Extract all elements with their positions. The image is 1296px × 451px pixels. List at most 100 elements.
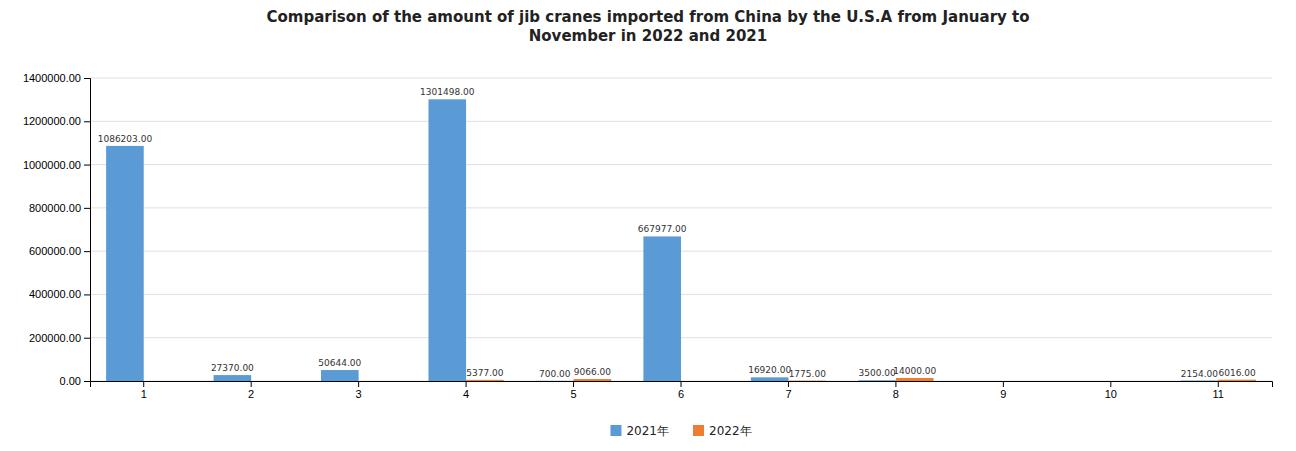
y-tick-label: 1000000.00 <box>23 159 81 171</box>
x-tick-label: 10 <box>1105 388 1117 400</box>
data-label: 1086203.00 <box>98 134 153 144</box>
x-tick-label: 3 <box>356 388 362 400</box>
y-tick: 1000000.00 <box>23 159 90 171</box>
bar <box>359 381 397 382</box>
bar <box>574 379 612 381</box>
legend-swatch <box>693 425 704 436</box>
bar <box>466 380 504 381</box>
legend-item: 2021年 <box>610 424 669 438</box>
bar <box>214 375 252 381</box>
x-tick-mark <box>681 381 682 387</box>
x-tick-mark <box>358 381 359 387</box>
y-tick-mark <box>84 165 90 166</box>
legend-label: 2022年 <box>709 424 752 438</box>
x-tick-label: 1 <box>141 388 147 400</box>
x-tick: 10 <box>1105 381 1117 400</box>
x-tick: 5 <box>570 381 576 400</box>
title-line: Comparison of the amount of jib cranes i… <box>266 8 1029 26</box>
legend-swatch <box>610 425 621 436</box>
y-axis: 0.00 200000.00 400000.00 600000.00 800000.00… <box>23 72 91 387</box>
x-tick: 9 <box>1000 381 1006 400</box>
series <box>466 378 1256 381</box>
y-tick-mark <box>84 294 90 295</box>
x-tick: 11 <box>1213 381 1224 400</box>
bar <box>751 377 789 381</box>
x-tick-label: 8 <box>893 388 899 400</box>
y-tick-label: 0.00 <box>60 375 81 387</box>
x-tick: 1 <box>141 381 147 400</box>
x-tick-mark <box>1218 381 1219 387</box>
legend: 2021年 2022年 <box>610 424 751 438</box>
x-tick-label: 2 <box>248 388 254 400</box>
x-tick-mark <box>466 381 467 387</box>
grid-line <box>90 78 1272 79</box>
x-tick: 2 <box>248 381 254 400</box>
y-tick-label: 800000.00 <box>29 202 81 214</box>
bar <box>144 381 182 382</box>
y-tick-label: 400000.00 <box>29 288 81 300</box>
legend-label: 2021年 <box>626 424 669 438</box>
bar <box>1073 381 1111 382</box>
data-label: 3500.00 <box>858 368 895 378</box>
y-tick: 200000.00 <box>29 332 90 344</box>
bar <box>1181 380 1219 381</box>
y-tick: 0.00 <box>60 375 90 387</box>
legend-item: 2022年 <box>693 424 752 438</box>
x-axis: 1 2 3 4 5 6 7 8 9 10 11 <box>91 381 1273 400</box>
y-tick-mark <box>84 381 90 382</box>
x-tick: 8 <box>893 381 899 400</box>
bar <box>428 99 466 381</box>
data-labels: 1086203.00 27370.00 50644.00 1301498.00 700.… <box>98 87 1256 379</box>
bar <box>788 380 826 381</box>
x-tick-mark <box>895 381 896 387</box>
y-tick-mark <box>84 208 90 209</box>
y-tick-label: 1200000.00 <box>23 115 81 127</box>
x-tick-label: 11 <box>1213 388 1224 400</box>
grid <box>90 78 1272 381</box>
x-tick-label: 4 <box>463 388 469 400</box>
grid-line <box>90 164 1272 165</box>
data-label: 1301498.00 <box>420 87 475 97</box>
x-tick: 4 <box>463 381 469 400</box>
x-tick: 7 <box>785 381 791 400</box>
data-label: 5377.00 <box>466 368 503 378</box>
y-tick: 1400000.00 <box>23 72 90 84</box>
bar <box>896 378 934 381</box>
title: Comparison of the amount of jib cranes i… <box>266 8 1029 45</box>
chart: Comparison of the amount of jib cranes i… <box>0 0 1296 451</box>
y-tick-mark <box>84 338 90 339</box>
grid-line <box>90 121 1272 122</box>
x-tick-mark <box>251 381 252 387</box>
x-tick: 6 <box>678 381 684 400</box>
data-label: 700.00 <box>539 369 571 379</box>
x-tick-label: 9 <box>1000 388 1006 400</box>
data-label: 2154.00 <box>1181 369 1218 379</box>
data-label: 9066.00 <box>574 367 611 377</box>
bar <box>106 146 144 381</box>
data-label: 27370.00 <box>211 363 254 373</box>
y-tick-mark <box>84 121 90 122</box>
bar <box>1111 381 1149 382</box>
bar <box>536 380 574 381</box>
data-label: 50644.00 <box>318 358 361 368</box>
data-label: 16920.00 <box>748 365 791 375</box>
x-tick-label: 5 <box>570 388 576 400</box>
data-label: 6016.00 <box>1218 368 1255 378</box>
bar <box>681 381 719 382</box>
bar <box>1218 380 1256 381</box>
x-tick-label: 6 <box>678 388 684 400</box>
data-label: 667977.00 <box>638 224 687 234</box>
bar <box>1003 381 1041 382</box>
data-label: 14000.00 <box>893 366 936 376</box>
y-tick: 1200000.00 <box>23 115 90 127</box>
bar <box>966 381 1004 382</box>
x-tick-mark <box>1003 381 1004 387</box>
grid-line <box>90 207 1272 208</box>
y-tick-label: 200000.00 <box>29 332 81 344</box>
y-tick: 600000.00 <box>29 245 90 257</box>
y-tick-label: 600000.00 <box>29 245 81 257</box>
bars <box>106 99 1256 381</box>
bar <box>643 236 681 381</box>
x-tick-mark <box>788 381 789 387</box>
y-tick-mark <box>84 251 90 252</box>
